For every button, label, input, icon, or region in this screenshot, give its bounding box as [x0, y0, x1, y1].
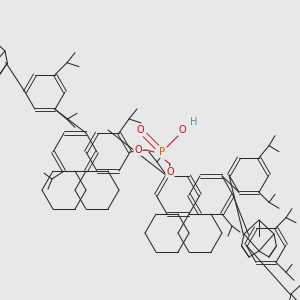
Text: O: O — [166, 167, 174, 177]
Text: O: O — [178, 125, 186, 135]
Text: O: O — [136, 125, 144, 135]
Text: P: P — [159, 147, 165, 157]
Text: O: O — [134, 145, 142, 155]
Text: H: H — [190, 117, 198, 127]
